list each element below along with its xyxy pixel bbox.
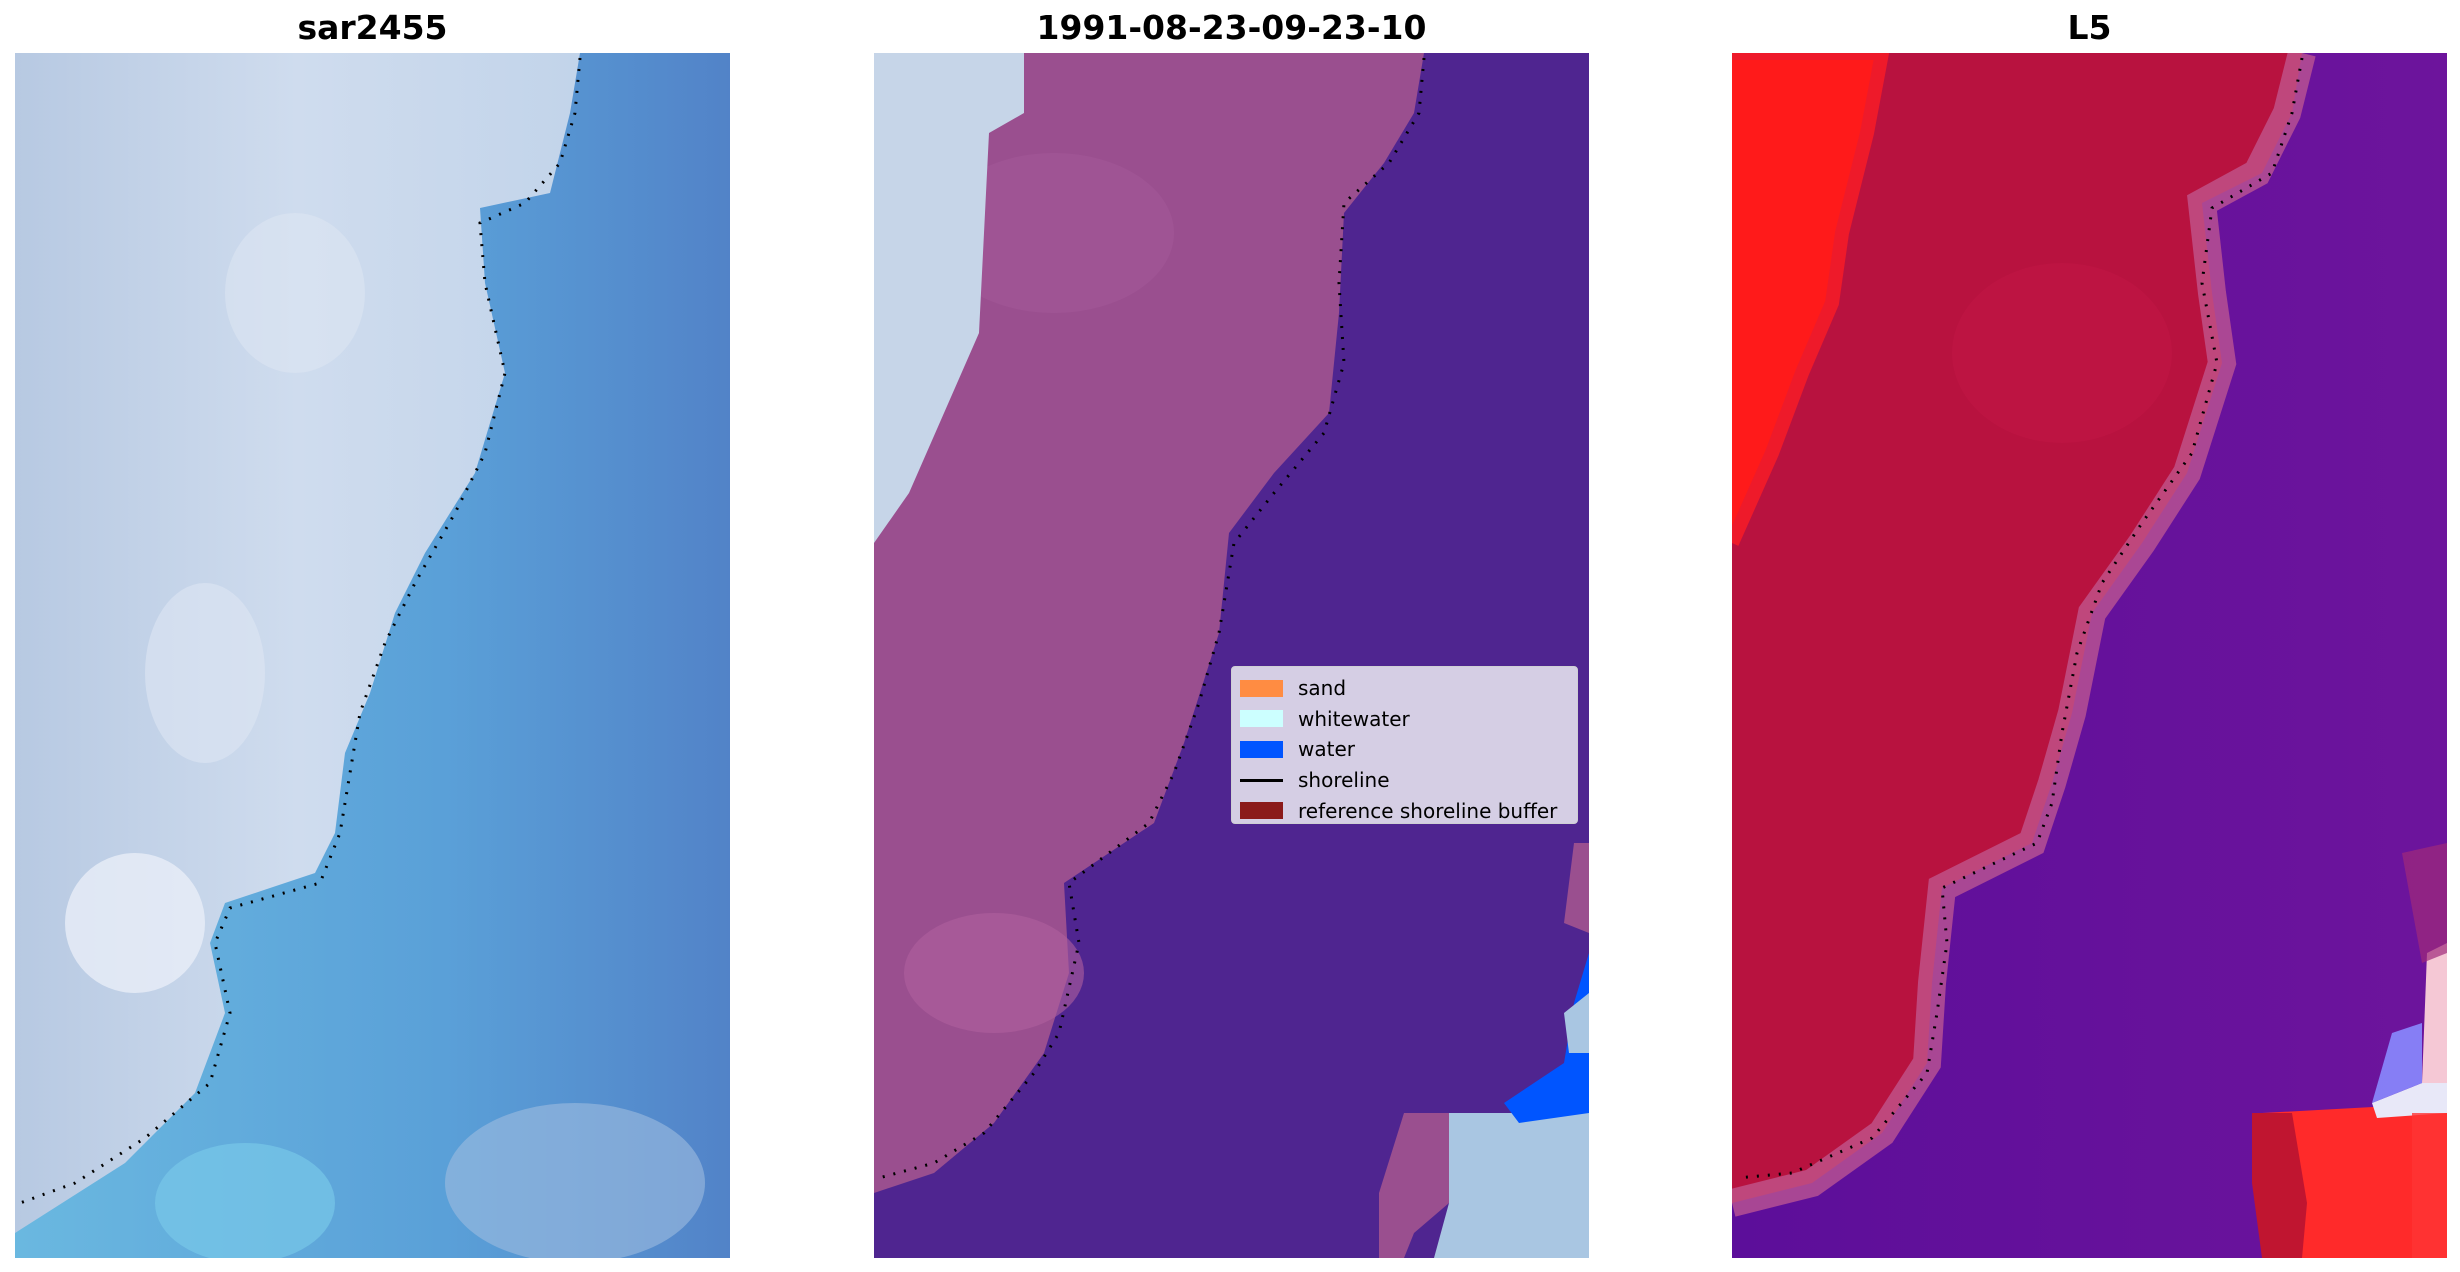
index-panel-title: L5 <box>2067 8 2112 47</box>
legend-label: shoreline <box>1298 768 1390 793</box>
rgb-panel-title: sar2455 <box>297 8 448 47</box>
legend-item-sand: sand <box>1240 673 1569 704</box>
legend-label: water <box>1298 737 1355 762</box>
shoreline-line-icon <box>1240 778 1283 782</box>
classification-panel-title: 1991-08-23-09-23-10 <box>1036 8 1427 47</box>
water-swatch <box>1240 740 1283 758</box>
legend-item-reference-buffer: reference shoreline buffer <box>1240 795 1569 826</box>
legend-item-water: water <box>1240 734 1569 765</box>
legend-label: whitewater <box>1298 706 1410 731</box>
rgb-image <box>15 53 730 1258</box>
legend-item-whitewater: whitewater <box>1240 704 1569 735</box>
classification-image <box>874 53 1589 1258</box>
legend: sand whitewater water shoreline referenc… <box>1231 666 1578 824</box>
index-image <box>1732 53 2447 1258</box>
whitewater-swatch <box>1240 710 1283 728</box>
reference-buffer-swatch <box>1240 802 1283 820</box>
legend-label: sand <box>1298 676 1347 701</box>
sand-swatch <box>1240 679 1283 697</box>
legend-item-shoreline: shoreline <box>1240 765 1569 796</box>
legend-label: reference shoreline buffer <box>1298 798 1558 823</box>
